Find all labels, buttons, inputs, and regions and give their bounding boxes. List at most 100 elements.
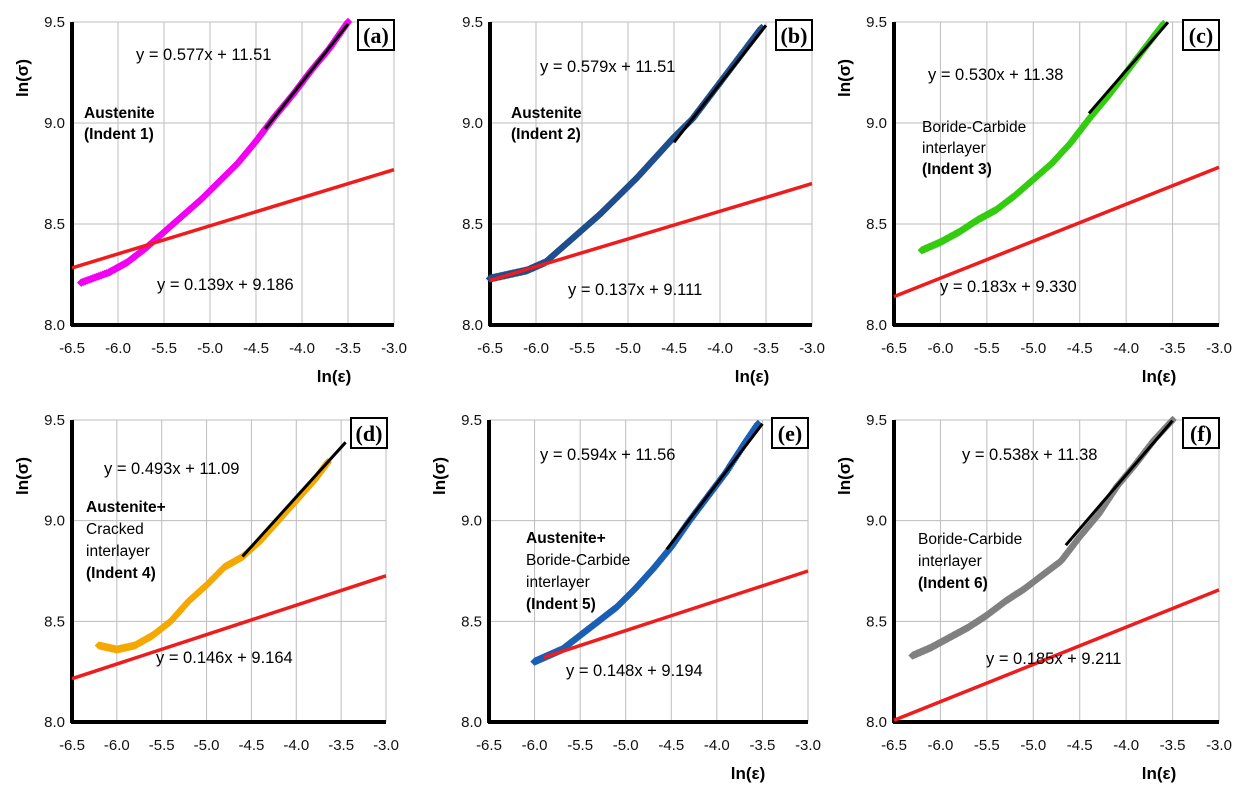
y-tick-label: 8.0 [44, 714, 65, 731]
steep-fit-equation: y = 0.577x + 11.51 [136, 46, 271, 64]
x-tick-label: -4.5 [238, 737, 264, 754]
chart-panel-e: -6.5 -6.0 -5.5 -5.0 -4.5 -4.0 -3.5 -3.0 8.0 8.5 9.… [430, 412, 821, 783]
chart-panel-f: -6.5 -6.0 -5.5 -5.0 -4.5 -4.0 -3.5 -3.0 8.0 8.5 9.… [835, 412, 1232, 783]
steep-fit-equation: y = 0.538x + 11.38 [962, 446, 1097, 464]
x-axis-title: ln(ε) [1142, 367, 1177, 386]
region-label: interlayer [922, 140, 986, 157]
x-tick-label: -3.0 [373, 737, 399, 754]
y-tick-label: 8.0 [866, 317, 887, 334]
region-label: (Indent 2) [511, 126, 581, 143]
linear-fit-equation: y = 0.148x + 9.194 [566, 662, 703, 680]
y-axis-title: ln(σ) [430, 457, 449, 495]
chart-panel-b: -6.5 -6.0 -5.5 -5.0 -4.5 -4.0 -3.5 -3.0 8.0 8.5 9.… [462, 14, 825, 386]
grid [490, 21, 813, 325]
steep-fit-equation: y = 0.579x + 11.51 [540, 58, 675, 76]
grid [894, 21, 1220, 325]
panel-letter: (a) [363, 23, 389, 48]
x-axis-title: ln(ε) [731, 764, 766, 783]
y-tick-label: 9.5 [462, 14, 483, 31]
region-label: Austenite+ [526, 530, 606, 547]
linear-fit-line [71, 574, 387, 681]
panel-letter-box [1182, 417, 1220, 449]
x-tick-label: -5.0 [1020, 340, 1046, 357]
x-tick-label: -5.0 [615, 340, 641, 357]
y-tick-label: 9.0 [866, 513, 887, 530]
x-tick-label: -4.0 [283, 737, 309, 754]
x-tick-label: -6.0 [523, 340, 549, 357]
plot-area [490, 22, 812, 325]
y-tick-label: 9.5 [866, 14, 887, 31]
steep-fit-equation: y = 0.594x + 11.56 [540, 446, 675, 464]
x-tick-label: -4.0 [289, 340, 315, 357]
x-tick-label: -4.0 [1113, 737, 1139, 754]
plot-area [894, 420, 1219, 722]
x-tick-label: -4.5 [658, 737, 684, 754]
linear-fit-line [71, 167, 395, 270]
linear-fit-equation: y = 0.137x + 9.111 [568, 281, 702, 299]
x-tick-label: -5.5 [149, 737, 175, 754]
y-tick-label: 9.0 [462, 115, 483, 132]
region-label: Austenite+ [86, 499, 166, 516]
y-tick-label: 8.0 [461, 714, 482, 731]
steep-fit-line [1087, 21, 1170, 115]
x-tick-label: -4.0 [704, 737, 730, 754]
steep-fit-line [672, 24, 768, 144]
panel-letter: (d) [356, 421, 383, 446]
x-tick-label: -6.5 [881, 737, 907, 754]
region-label: interlayer [526, 574, 590, 591]
region-label: (Indent 4) [86, 565, 156, 582]
x-tick-label: -4.0 [1113, 340, 1139, 357]
panel-letter-box [357, 19, 395, 51]
panel-letter-box [350, 417, 388, 449]
region-label: interlayer [918, 553, 982, 570]
grid [72, 419, 387, 722]
steep-fit-equation: y = 0.530x + 11.38 [928, 66, 1063, 84]
x-tick-label: -6.5 [477, 340, 503, 357]
panel-letter: (e) [778, 421, 802, 446]
x-tick-label: -3.5 [328, 737, 354, 754]
linear-fit-equation: y = 0.146x + 9.164 [156, 649, 293, 667]
x-tick-label: -6.0 [522, 737, 548, 754]
x-tick-label: -6.5 [59, 737, 85, 754]
region-label: (Indent 3) [922, 161, 992, 178]
y-tick-label: 9.5 [44, 412, 65, 429]
y-tick-label: 9.0 [44, 513, 65, 530]
y-axis-title: ln(σ) [835, 59, 854, 97]
x-tick-label: -4.5 [1067, 340, 1093, 357]
y-axis-title: ln(σ) [835, 457, 854, 495]
steep-fit-equation: y = 0.493x + 11.09 [104, 460, 239, 478]
grid [72, 21, 395, 325]
panel-letter-box [775, 19, 813, 51]
y-tick-label: 9.5 [866, 412, 887, 429]
region-label: (Indent 1) [84, 126, 154, 143]
steep-fit-line [241, 441, 347, 558]
region-label: Austenite [511, 105, 582, 122]
x-tick-label: -6.5 [881, 340, 907, 357]
y-tick-label: 8.5 [462, 216, 483, 233]
chart-panel-c: -6.5 -6.0 -5.5 -5.0 -4.5 -4.0 -3.5 -3.0 8.0 8.5 9.… [835, 14, 1232, 386]
x-tick-label: -3.5 [753, 340, 779, 357]
panel-letter-box [771, 417, 809, 449]
y-tick-label: 9.0 [461, 513, 482, 530]
x-tick-label: -3.5 [335, 340, 361, 357]
x-axis-title: ln(ε) [735, 367, 770, 386]
x-tick-label: -3.5 [1160, 737, 1186, 754]
y-tick-label: 8.0 [44, 317, 65, 334]
linear-fit-equation: y = 0.139x + 9.186 [157, 276, 294, 294]
x-tick-label: -5.5 [567, 737, 593, 754]
panel-letter-box [1182, 19, 1220, 51]
y-tick-label: 9.5 [44, 14, 65, 31]
chart-panels: -6.5 -6.0 -5.5 -5.0 -4.5 -4.0 -3.5 -3.0 8.0 8.5 9.… [13, 14, 1232, 783]
x-tick-label: -6.5 [476, 737, 502, 754]
x-tick-label: -4.5 [243, 340, 269, 357]
x-tick-label: -4.5 [1067, 737, 1093, 754]
x-tick-label: -5.5 [151, 340, 177, 357]
x-tick-label: -6.0 [927, 340, 953, 357]
x-tick-label: -3.0 [1206, 737, 1232, 754]
steep-fit-line [665, 422, 764, 551]
y-tick-label: 8.0 [866, 714, 887, 731]
x-tick-label: -3.0 [1206, 340, 1232, 357]
x-tick-label: -3.5 [1160, 340, 1186, 357]
grid [894, 419, 1220, 722]
